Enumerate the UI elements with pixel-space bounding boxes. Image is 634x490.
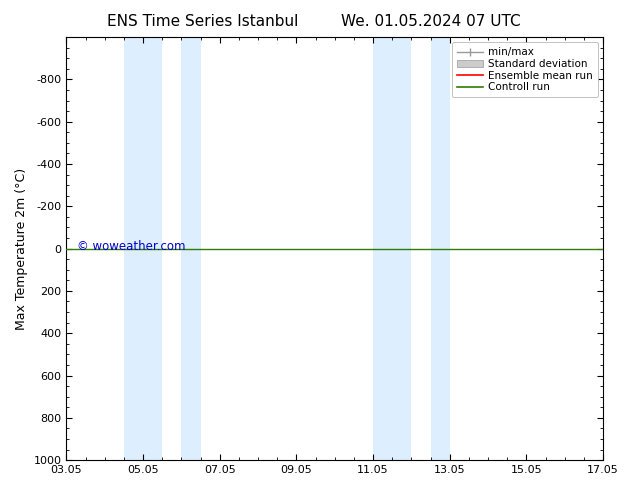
Text: © woweather.com: © woweather.com (77, 240, 186, 253)
Legend: min/max, Standard deviation, Ensemble mean run, Controll run: min/max, Standard deviation, Ensemble me… (451, 42, 598, 98)
Bar (124, 37, 162, 460)
Bar (373, 37, 411, 460)
Text: ENS Time Series Istanbul: ENS Time Series Istanbul (107, 14, 299, 29)
Bar (430, 37, 450, 460)
Bar (181, 37, 200, 460)
Y-axis label: Max Temperature 2m (°C): Max Temperature 2m (°C) (15, 168, 28, 330)
Text: We. 01.05.2024 07 UTC: We. 01.05.2024 07 UTC (341, 14, 521, 29)
